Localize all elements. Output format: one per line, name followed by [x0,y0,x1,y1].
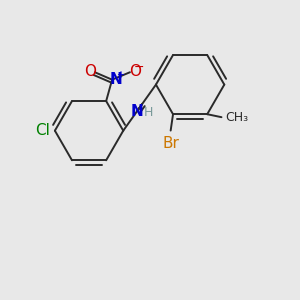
Text: O: O [84,64,96,79]
Text: O: O [129,64,141,79]
Text: N: N [131,103,143,118]
Text: Br: Br [162,136,179,151]
Text: N: N [110,72,122,87]
Text: −: − [134,61,145,74]
Text: CH₃: CH₃ [226,111,249,124]
Text: Cl: Cl [35,123,50,138]
Text: +: + [116,70,124,80]
Text: H: H [144,106,153,119]
